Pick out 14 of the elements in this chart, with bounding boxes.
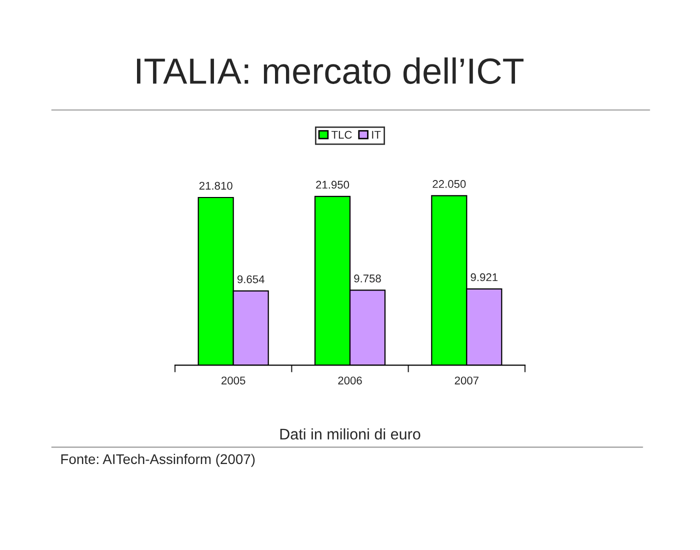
data-label: 21.810 (199, 182, 232, 190)
data-label: 9.921 (470, 273, 498, 282)
x-tick-label: 2005 (222, 376, 246, 384)
data-label: 9.758 (354, 274, 381, 282)
chart-title: ITALIA: mercato dell’ICT (137, 57, 524, 84)
data-label: 9.654 (237, 275, 264, 284)
x-axis-title: Dati in milioni di euro (280, 428, 420, 440)
data-label: 21.950 (316, 180, 350, 189)
legend-label: IT (372, 130, 381, 139)
data-label: 22.050 (432, 180, 466, 188)
x-tick-label: 2006 (338, 376, 362, 384)
legend-label: TLC (331, 130, 352, 139)
x-tick-label: 2007 (454, 376, 478, 384)
source-note: Fonte: AITech-Assinform (2007) (61, 454, 255, 467)
